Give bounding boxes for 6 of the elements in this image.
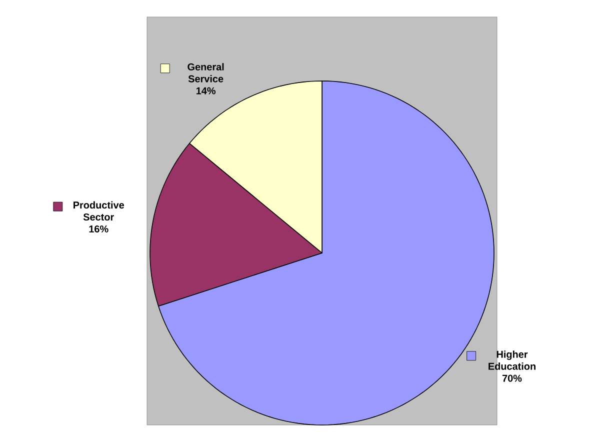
data-label: 14%: [196, 87, 216, 94]
data-label: 16%: [89, 225, 108, 232]
legend-label: General Service: [188, 63, 224, 82]
data-label: 70%: [502, 374, 522, 382]
legend-label: Higher Education: [488, 350, 536, 370]
legend-label: Productive Sector: [74, 201, 124, 221]
